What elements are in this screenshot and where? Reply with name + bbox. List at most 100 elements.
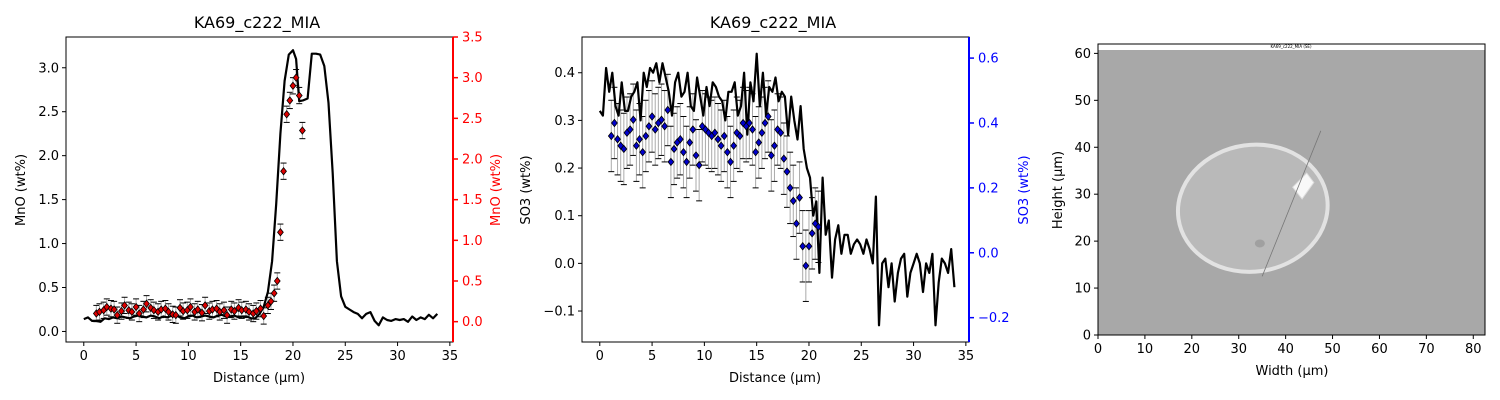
panel-mno-y2-label: MnO (wt%)	[489, 154, 504, 226]
x-tick-label: 15	[748, 349, 765, 364]
data-point-diamond	[639, 147, 647, 157]
data-point-diamond	[264, 301, 272, 310]
data-point-diamond	[783, 167, 791, 176]
data-point-diamond	[683, 157, 690, 167]
data-point-diamond	[283, 110, 291, 119]
panel-mno: KA69_c222_MIA 0 5 10 15 20 25 30 35 0.0 0.5 1.0 1.5…	[14, 13, 504, 386]
y2-tick-label: 0.4	[978, 116, 999, 131]
data-point-diamond	[286, 96, 294, 105]
data-point-diamond	[260, 311, 268, 321]
panel-so3: KA69_c222_MIA 0 5 10 15 20 25 30 35 −0.1 0.0 0.1 0.…	[519, 13, 1032, 386]
data-point-diamond	[231, 306, 238, 316]
y-tick-label: 1.0	[38, 237, 59, 252]
data-point-diamond	[664, 105, 672, 115]
x-tick-label: 0	[80, 349, 88, 364]
x-tick-label: 5	[648, 349, 656, 364]
panel-image-axes: 0 10 20 30 40 50 60 70 80 0 10 20 30 40 50 60	[1074, 47, 1481, 357]
x-tick-label: 0	[1094, 342, 1102, 357]
data-point-diamond	[187, 302, 194, 312]
data-point-diamond	[758, 128, 766, 137]
panel-image-frame	[1097, 43, 1486, 336]
data-point-diamond	[667, 157, 675, 167]
data-point-diamond	[176, 303, 184, 313]
data-point-diamond	[267, 297, 275, 306]
panel-mno-title: KA69_c222_MIA	[194, 13, 320, 33]
y2-tick-label: 0.6	[978, 52, 999, 67]
y2-tick-label: 1.5	[462, 193, 483, 208]
y-tick-label: 0.1	[554, 209, 575, 224]
y-tick-label: 0.2	[554, 162, 575, 177]
data-point-diamond	[802, 261, 810, 270]
data-point-diamond	[121, 301, 128, 310]
grain-dark-spot	[1254, 239, 1265, 248]
data-point-diamond	[273, 276, 281, 286]
data-point-diamond	[220, 306, 228, 315]
data-point-diamond	[626, 125, 634, 134]
x-tick-label: 5	[132, 349, 140, 364]
data-point-diamond	[201, 301, 209, 310]
data-point-diamond	[289, 81, 297, 91]
data-point-diamond	[808, 229, 816, 238]
y2-tick-label: 3.0	[462, 71, 483, 86]
y-tick-label: 50	[1074, 94, 1091, 109]
panel-image-x-label: Width (μm)	[1256, 364, 1329, 379]
data-point-diamond	[714, 134, 722, 144]
data-point-diamond	[670, 144, 678, 154]
data-point-diamond	[125, 306, 133, 315]
data-point-diamond	[172, 310, 180, 320]
y-tick-label: 10	[1074, 282, 1091, 297]
data-point-diamond	[676, 134, 684, 144]
y-tick-label: 0.0	[554, 257, 575, 272]
x-tick-label: 20	[1184, 342, 1201, 357]
data-point-diamond	[692, 151, 700, 160]
data-point-diamond	[128, 307, 136, 317]
y2-tick-label: 3.5	[462, 31, 483, 46]
data-point-diamond	[135, 309, 143, 318]
data-point-diamond	[720, 131, 728, 141]
data-point-diamond	[648, 112, 656, 121]
data-point-diamond	[730, 141, 738, 150]
y2-tick-label: 2.5	[462, 112, 483, 127]
y2-tick-label: 0.0	[978, 246, 999, 261]
data-point-diamond	[161, 304, 169, 313]
data-point-diamond	[771, 141, 778, 150]
y2-tick-label: 0.5	[462, 275, 483, 290]
panel-so3-y2-label: SO3 (wt%)	[1017, 155, 1032, 224]
y-tick-label: 0.5	[38, 281, 59, 296]
data-point-diamond	[645, 121, 653, 131]
data-point-diamond	[257, 304, 264, 313]
x-tick-label: 25	[853, 349, 870, 364]
y-tick-label: 0.4	[554, 66, 575, 81]
data-point-diamond	[235, 303, 242, 313]
data-point-diamond	[658, 115, 665, 124]
panel-image: KA69_c222_MIA (SE) 0 10 20 30 40 50 60 70 80 0 10 2…	[1051, 43, 1486, 379]
data-point-diamond	[814, 222, 822, 232]
y-tick-label: 60	[1074, 47, 1091, 62]
x-tick-label: 15	[232, 349, 249, 364]
data-point-diamond	[661, 121, 669, 131]
data-point-diamond	[611, 118, 618, 128]
data-point-diamond	[140, 305, 147, 314]
x-tick-label: 50	[1324, 342, 1341, 357]
data-point-diamond	[717, 141, 725, 150]
melt-inclusion-grain	[1175, 142, 1330, 274]
data-point-diamond	[150, 306, 158, 315]
data-point-diamond	[749, 125, 756, 134]
data-point-diamond	[799, 242, 807, 251]
data-point-diamond	[711, 128, 719, 137]
data-point-diamond	[629, 115, 637, 124]
data-point-diamond	[651, 125, 659, 134]
data-point-diamond	[764, 112, 772, 121]
data-point-diamond	[755, 138, 763, 147]
y-tick-label: 20	[1074, 235, 1091, 250]
data-point-diamond	[143, 299, 150, 309]
panel-mno-y-label: MnO (wt%)	[14, 154, 29, 226]
x-tick-label: 40	[1277, 342, 1294, 357]
data-point-diamond	[620, 144, 628, 154]
y-tick-label: 1.5	[38, 193, 59, 208]
x-tick-label: 10	[180, 349, 197, 364]
data-point-diamond	[777, 128, 785, 137]
x-tick-label: 0	[596, 349, 604, 364]
panel-so3-title: KA69_c222_MIA	[710, 13, 836, 33]
panel-so3-plot-area	[598, 52, 956, 327]
